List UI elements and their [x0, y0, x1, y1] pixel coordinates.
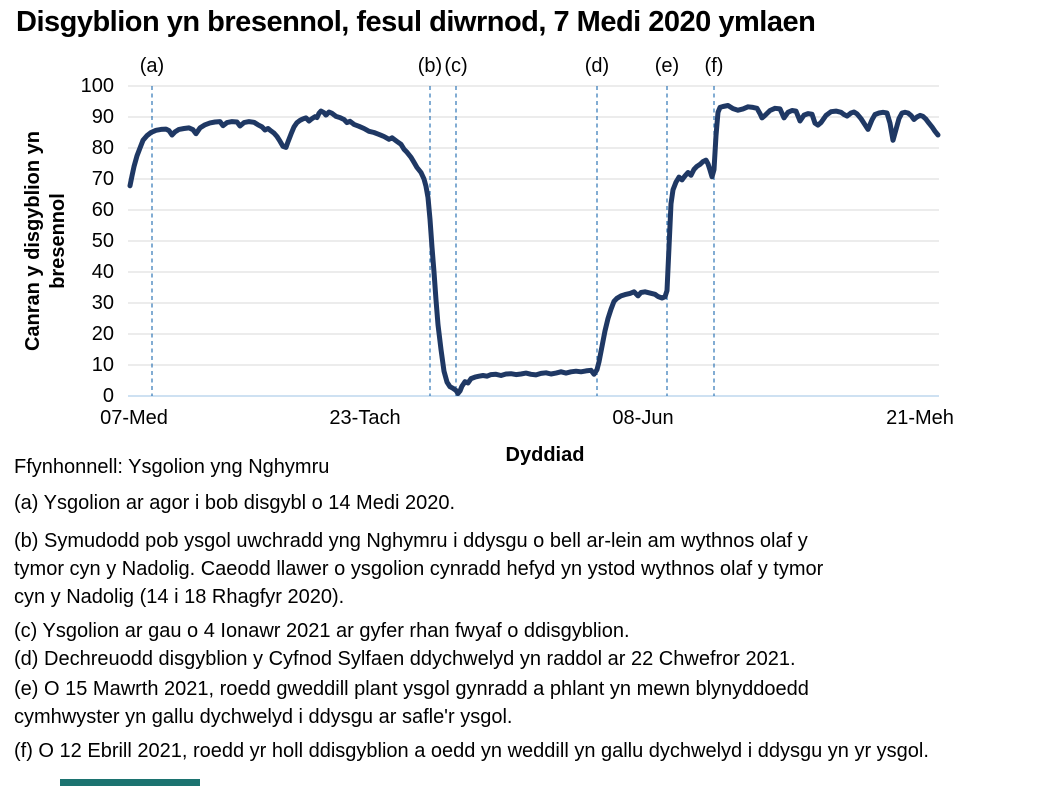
- footnote-e: (e) O 15 Mawrth 2021, roedd gweddill pla…: [14, 678, 809, 728]
- y-tick-label: 20: [91, 323, 114, 345]
- source-text: Ffynhonnell: Ysgolion yng Nghymru: [14, 456, 330, 478]
- footnote-d: (d) Dechreuodd disgyblion y Cyfnod Sylfa…: [14, 648, 796, 670]
- x-tick-label: 21-Meh: [886, 407, 954, 429]
- y-tick-label: 10: [91, 354, 114, 376]
- y-tick-label: 100: [80, 75, 114, 97]
- y-tick-label: 70: [91, 168, 114, 190]
- y-tick-label: 80: [91, 137, 114, 159]
- annotation-letter: (d): [584, 55, 610, 77]
- y-tick-label: 40: [91, 261, 114, 283]
- chart-title: Disgyblion yn bresennol, fesul diwrnod, …: [16, 6, 816, 38]
- attendance-line-series: [127, 103, 941, 396]
- footer-accent-bar: [60, 779, 200, 786]
- x-axis-title: Dyddiad: [505, 444, 585, 466]
- footnote-c: (c) Ysgolion ar gau o 4 Ionawr 2021 ar g…: [14, 620, 630, 642]
- annotation-letter: (e): [654, 55, 680, 77]
- line-chart-plot: [127, 85, 941, 397]
- y-tick-label: 60: [91, 199, 114, 221]
- footnote-a: (a) Ysgolion ar agor i bob disgybl o 14 …: [14, 492, 456, 514]
- x-tick-label: 08-Jun: [612, 407, 674, 429]
- annotation-letter: (a): [139, 55, 165, 77]
- x-tick-label: 07-Med: [100, 407, 168, 429]
- y-tick-label: 0: [102, 385, 114, 407]
- footnotes-block: (a) Ysgolion ar agor i bob disgybl o 14 …: [14, 489, 1034, 765]
- annotation-letter: (b): [417, 55, 443, 77]
- x-tick-label: 23-Tach: [329, 407, 401, 429]
- footnote-b: (b) Symudodd pob ysgol uwchradd yng Nghy…: [14, 530, 824, 608]
- y-tick-label: 50: [91, 230, 114, 252]
- annotation-letter: (f): [704, 55, 724, 77]
- footnote-f: (f) O 12 Ebrill 2021, roedd yr holl ddis…: [14, 740, 929, 762]
- annotation-letter: (c): [444, 55, 468, 77]
- y-tick-label: 30: [91, 292, 114, 314]
- y-tick-label: 90: [91, 106, 114, 128]
